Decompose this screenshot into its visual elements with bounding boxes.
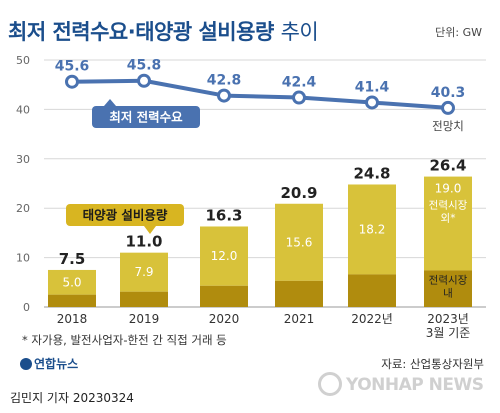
lower-segment-series-label-line2: 내: [443, 287, 453, 299]
logo-text: 연합뉴스: [34, 357, 79, 371]
bar-upper-value-label: 15.6: [286, 235, 313, 249]
solar-series-badge-pointer: [144, 226, 156, 234]
bar-upper-value-label: 19.0: [435, 182, 462, 196]
demand-point: [441, 100, 455, 115]
solar-series-badge-label: 태양광 설비용량: [83, 208, 168, 223]
chart-title-suffix: 추이: [280, 20, 319, 44]
solar-series-badge: [66, 204, 184, 226]
demand-point: [292, 90, 306, 105]
demand-point: [217, 88, 231, 103]
demand-value-label: 45.6: [55, 59, 90, 75]
x-tick-label: 2022년: [351, 312, 393, 326]
forecast-note: 전망치: [432, 119, 464, 133]
bar-upper-value-label: 12.0: [211, 249, 238, 263]
credit-label: 김민지 기자 20230324: [10, 391, 134, 405]
chart-title: 최저 전력수요·태양광 설비용량 추이: [8, 16, 319, 46]
y-tick-label: 20: [16, 202, 30, 215]
x-tick-label: 2019: [129, 312, 160, 326]
demand-series-badge: [92, 106, 200, 128]
demand-series-badge-label: 최저 전력수요: [109, 110, 183, 125]
bar-upper-value-label: 18.2: [359, 222, 386, 236]
y-tick-label: 10: [16, 252, 30, 265]
footnote: * 자가용, 발전사업자-한전 간 직접 거래 등: [22, 333, 227, 347]
bar-total-label: 7.5: [59, 250, 86, 268]
watermark-icon: [318, 372, 342, 396]
bar-total-label: 11.0: [125, 233, 162, 251]
bar-upper-segment: [200, 226, 248, 286]
upper-segment-series-label: 전력시장: [429, 200, 468, 212]
bar-upper-value-label: 7.9: [134, 265, 153, 279]
x-tick-label: 2018: [57, 312, 88, 326]
demand-line: [71, 78, 449, 110]
bar-upper-segment: [48, 269, 96, 295]
upper-segment-series-label-line2: 외*: [441, 213, 456, 225]
y-tick-label: 0: [23, 301, 30, 314]
bar-lower-segment: [348, 274, 396, 307]
unit-label: 단위: GW: [435, 26, 482, 39]
source-label: 자료: 산업통상자원부: [381, 357, 484, 371]
x-tick-label: 2021: [284, 312, 315, 326]
bar-upper-segment: [120, 252, 168, 292]
chart-title-main: 최저 전력수요·태양광 설비용량: [8, 20, 274, 44]
demand-series-badge-pointer: [104, 99, 116, 106]
lower-segment-series-label: 전력시장: [429, 274, 468, 286]
demand-point: [137, 73, 151, 88]
demand-value-label: 45.8: [127, 58, 162, 74]
x-tick-label-line2: 3월 기준: [426, 326, 471, 340]
bar-lower-segment: [120, 291, 168, 307]
bar-upper-segment: [275, 203, 323, 281]
watermark: YONHAP NEWS: [318, 372, 484, 396]
demand-value-label: 42.4: [282, 75, 317, 91]
watermark-text: YONHAP NEWS: [346, 375, 484, 395]
x-tick-label: 2020: [209, 312, 240, 326]
bar-total-label: 16.3: [205, 206, 242, 224]
bar-lower-segment: [48, 294, 96, 307]
demand-value-label: 42.8: [207, 73, 242, 89]
demand-point: [65, 74, 79, 89]
demand-point: [365, 95, 379, 110]
bar-total-label: 20.9: [280, 184, 317, 202]
bar-upper-value-label: 5.0: [62, 275, 81, 289]
bar-lower-segment: [275, 280, 323, 307]
bar-total-label: 24.8: [353, 164, 390, 182]
demand-value-label: 40.3: [431, 85, 466, 101]
bar-lower-segment: [200, 285, 248, 307]
bar-upper-segment: [348, 184, 396, 275]
bar-lower-segment: [424, 270, 472, 307]
bar-total-label: 26.4: [429, 157, 466, 175]
y-tick-label: 40: [16, 103, 30, 116]
logo-icon: [20, 358, 32, 370]
bar-upper-segment: [424, 176, 472, 271]
demand-value-label: 41.4: [355, 79, 390, 95]
x-tick-label: 2023년: [427, 312, 469, 326]
yonhap-logo: 연합뉴스: [20, 355, 78, 372]
y-tick-label: 50: [16, 54, 30, 67]
y-tick-label: 30: [16, 153, 30, 166]
